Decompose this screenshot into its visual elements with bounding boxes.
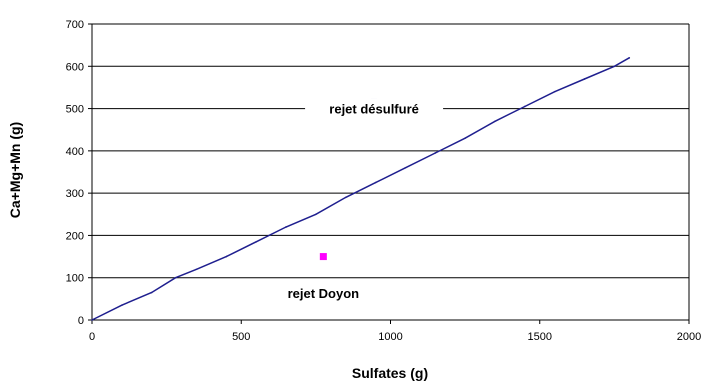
y-axis-title: Ca+Mg+Mn (g) <box>7 122 23 218</box>
series-0-point-7 <box>285 226 287 228</box>
annotation-label-1: rejet Doyon <box>288 286 360 301</box>
axes <box>88 23 690 324</box>
y-tick-label-700: 700 <box>66 19 84 31</box>
y-tick-label-300: 300 <box>66 188 84 200</box>
series-0-point-2 <box>150 291 153 294</box>
annotation-label-0: rejet désulfuré <box>329 102 419 117</box>
y-tick-label-100: 100 <box>66 273 84 285</box>
series-0-point-12 <box>434 152 437 154</box>
series-0-point-13 <box>464 137 466 139</box>
series-0-point-17 <box>583 78 586 80</box>
series-0-point-19 <box>628 57 631 59</box>
annotations: rejet désulfuré rejet Doyon <box>269 98 444 304</box>
x-tick-label-1500: 1500 <box>528 331 552 343</box>
x-tick-label-1000: 1000 <box>378 331 402 343</box>
y-tick-label-200: 200 <box>66 230 84 242</box>
series-0-point-8 <box>315 213 317 216</box>
tick-labels: 0 100 200 300 400 500 600 700 0 500 1000 1500 2000 <box>66 19 702 343</box>
series-0-point-0 <box>91 319 93 321</box>
y-tick-label-500: 500 <box>66 104 84 116</box>
x-axis-title: Sulfates (g) <box>352 365 428 381</box>
series-2-marker-0 <box>319 253 327 261</box>
series-0-point-1 <box>121 304 123 307</box>
series-0-point-9 <box>344 196 347 199</box>
series-0-point-16 <box>553 90 556 93</box>
x-tick-label-500: 500 <box>232 331 250 343</box>
series-0-point-5 <box>225 255 228 258</box>
series-0-point-4 <box>195 268 198 271</box>
series-0-point-14 <box>494 120 496 123</box>
series-0-point-10 <box>374 181 377 184</box>
y-tick-label-400: 400 <box>66 146 84 158</box>
x-tick-label-2000: 2000 <box>677 331 701 343</box>
series-0-point-6 <box>255 240 257 243</box>
annotation-backing-0 <box>305 98 444 119</box>
x-tick-label-0: 0 <box>89 331 95 343</box>
annotation-backing-1 <box>269 283 378 304</box>
series-line-0 <box>91 57 630 321</box>
series-0-point-15 <box>524 105 526 108</box>
gridlines <box>92 23 689 279</box>
series-0-point-18 <box>613 65 616 68</box>
y-tick-label-0: 0 <box>78 315 84 327</box>
y-tick-label-600: 600 <box>66 61 84 73</box>
series-0-point-3 <box>174 276 177 279</box>
series-0-point-11 <box>404 166 407 169</box>
